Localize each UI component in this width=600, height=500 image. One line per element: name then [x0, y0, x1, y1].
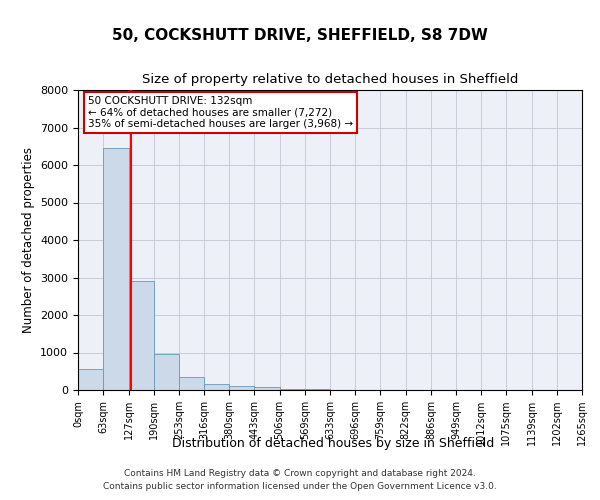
Bar	[254, 387, 280, 390]
Text: 50, COCKSHUTT DRIVE, SHEFFIELD, S8 7DW: 50, COCKSHUTT DRIVE, SHEFFIELD, S8 7DW	[112, 28, 488, 42]
Text: Contains public sector information licensed under the Open Government Licence v3: Contains public sector information licen…	[103, 482, 497, 491]
Bar	[154, 354, 179, 390]
Bar	[280, 389, 305, 390]
Bar	[103, 148, 128, 390]
Text: 50 COCKSHUTT DRIVE: 132sqm
← 64% of detached houses are smaller (7,272)
35% of s: 50 COCKSHUTT DRIVE: 132sqm ← 64% of deta…	[88, 96, 353, 129]
Title: Size of property relative to detached houses in Sheffield: Size of property relative to detached ho…	[142, 73, 518, 86]
Y-axis label: Number of detached properties: Number of detached properties	[22, 147, 35, 333]
Bar	[128, 281, 154, 390]
Bar	[179, 377, 204, 390]
Text: Distribution of detached houses by size in Sheffield: Distribution of detached houses by size …	[172, 438, 494, 450]
Bar	[78, 370, 103, 390]
Bar	[229, 386, 254, 390]
Bar	[204, 384, 229, 390]
Text: Contains HM Land Registry data © Crown copyright and database right 2024.: Contains HM Land Registry data © Crown c…	[124, 468, 476, 477]
